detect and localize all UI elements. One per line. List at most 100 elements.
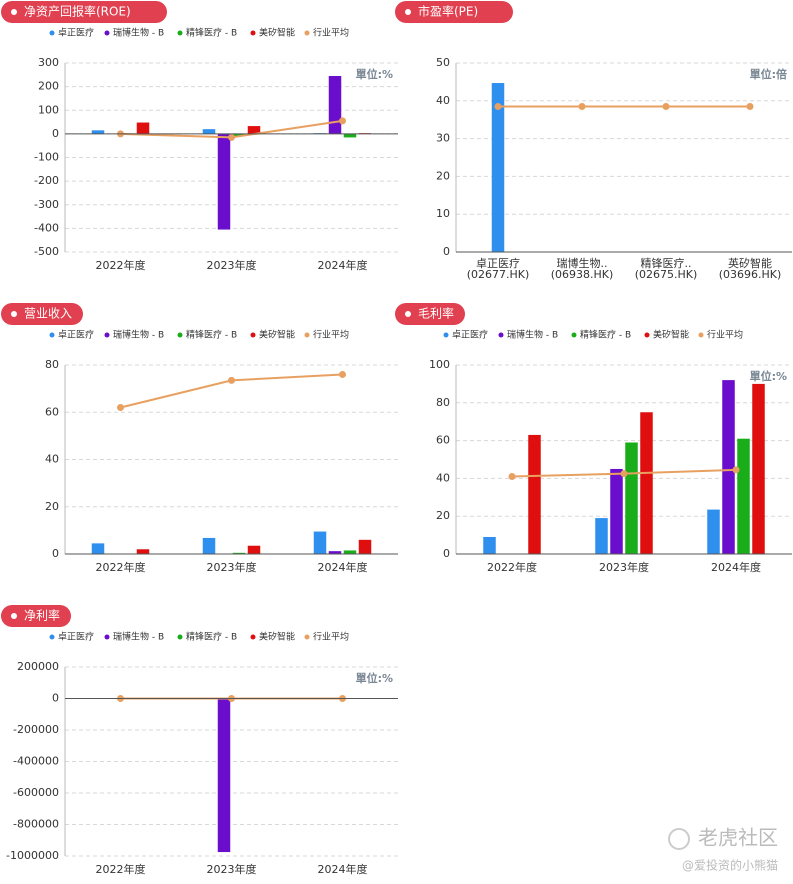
legend-swatch [304, 332, 310, 338]
bar [491, 83, 505, 252]
legend-swatch [304, 30, 310, 36]
legend-swatch [177, 332, 183, 338]
bar [610, 468, 623, 554]
legend-label: 美矽智能 [259, 631, 295, 643]
legend-swatch [49, 332, 55, 338]
avg-point [228, 133, 235, 141]
y-tick-label: 0 [52, 692, 59, 705]
x-tick-label: 精锋医疗.. [641, 256, 692, 270]
x-tick-label: 2024年度 [711, 560, 761, 574]
legend-swatch [49, 30, 55, 36]
bar [91, 130, 105, 134]
y-tick-label: -800000 [13, 818, 59, 831]
bar [343, 133, 357, 138]
badge-dot [405, 9, 411, 15]
bar [483, 536, 496, 554]
avg-point [620, 470, 628, 478]
y-tick-label: 40 [436, 471, 450, 484]
y-tick-label: 50 [436, 56, 450, 69]
bar [202, 537, 216, 554]
x-tick-label: 瑞博生物.. [557, 256, 608, 270]
legend-swatch [250, 30, 256, 36]
legend-swatch [443, 332, 449, 338]
bar [136, 549, 150, 554]
y-tick-label: 20 [436, 509, 450, 522]
avg-point [746, 102, 754, 110]
legend-label: 卓正医疗 [452, 329, 488, 341]
x-tick-label: 卓正医疗 [476, 256, 520, 270]
y-tick-label: 10 [436, 207, 450, 220]
legend-label: 行业平均 [313, 27, 349, 39]
legend-swatch [250, 332, 256, 338]
x-tick-label: 2023年度 [207, 258, 257, 272]
legend-label: 美矽智能 [259, 329, 295, 341]
y-tick-label: 20 [45, 500, 59, 513]
legend-label: 行业平均 [313, 631, 349, 643]
bar [737, 438, 750, 554]
x-tick-label: 2023年度 [207, 560, 257, 574]
unit-label: 單位:% [750, 369, 787, 383]
legend-label: 精锋医疗 - B [186, 329, 237, 341]
y-tick-label: -100 [34, 151, 59, 164]
watermark-brand: 老虎社区 [698, 826, 778, 850]
y-tick-label: 0 [52, 127, 59, 140]
badge [395, 303, 465, 325]
x-tick-label: 英矽智能 [728, 256, 772, 270]
y-tick-label: 100 [38, 103, 59, 116]
avg-point [578, 102, 586, 110]
badge [395, 1, 513, 23]
legend-label: 瑞博生物 - B [507, 329, 558, 341]
y-tick-label: 60 [436, 434, 450, 447]
y-tick-label: 200 [38, 80, 59, 93]
legend-label: 卓正医疗 [58, 27, 94, 39]
watermark-icon [668, 828, 690, 850]
y-tick-label: -1000000 [6, 849, 59, 862]
bar [232, 552, 246, 554]
badge [1, 605, 71, 627]
x-tick-label: 2024年度 [318, 862, 368, 876]
unit-label: 單位:倍 [750, 67, 787, 81]
bar [722, 380, 735, 554]
bar [343, 550, 357, 554]
legend-label: 瑞博生物 - B [113, 329, 164, 341]
x-tick-label: 2022年度 [96, 258, 146, 272]
legend-label: 美矽智能 [259, 27, 295, 39]
x-tick-label: 2022年度 [96, 560, 146, 574]
bar [91, 543, 105, 554]
unit-label: 單位:% [356, 671, 393, 685]
y-tick-label: -200 [34, 174, 59, 187]
y-tick-label: 40 [45, 453, 59, 466]
panel-title: 净资产回报率(ROE) [24, 4, 131, 19]
y-tick-label: -500 [34, 245, 59, 258]
avg-point [508, 473, 516, 481]
legend-swatch [49, 634, 55, 640]
bar [328, 551, 342, 554]
avg-point [662, 102, 670, 110]
legend-label: 卓正医疗 [58, 631, 94, 643]
y-tick-label: -400 [34, 221, 59, 234]
badge [1, 1, 167, 23]
legend-label: 精锋医疗 - B [186, 27, 237, 39]
badge [1, 303, 83, 325]
bar [247, 126, 261, 134]
legend-swatch [304, 634, 310, 640]
x-tick-label: (06938.HK) [551, 268, 614, 281]
x-tick-label: 2023年度 [599, 560, 649, 574]
legend-swatch [177, 634, 183, 640]
panel-title: 市盈率(PE) [418, 4, 478, 19]
y-tick-label: 0 [52, 547, 59, 560]
legend-label: 行业平均 [707, 329, 743, 341]
bar [247, 545, 261, 554]
bar [358, 539, 372, 554]
y-tick-label: 300 [38, 56, 59, 69]
y-tick-label: 30 [436, 132, 450, 145]
avg-point [228, 376, 235, 384]
y-tick-label: 20 [436, 169, 450, 182]
bar [752, 383, 765, 554]
legend-label: 卓正医疗 [58, 329, 94, 341]
y-tick-label: 0 [443, 547, 450, 560]
y-tick-label: 200000 [17, 660, 59, 673]
panel-title: 营业收入 [24, 307, 72, 321]
bar [707, 509, 720, 554]
